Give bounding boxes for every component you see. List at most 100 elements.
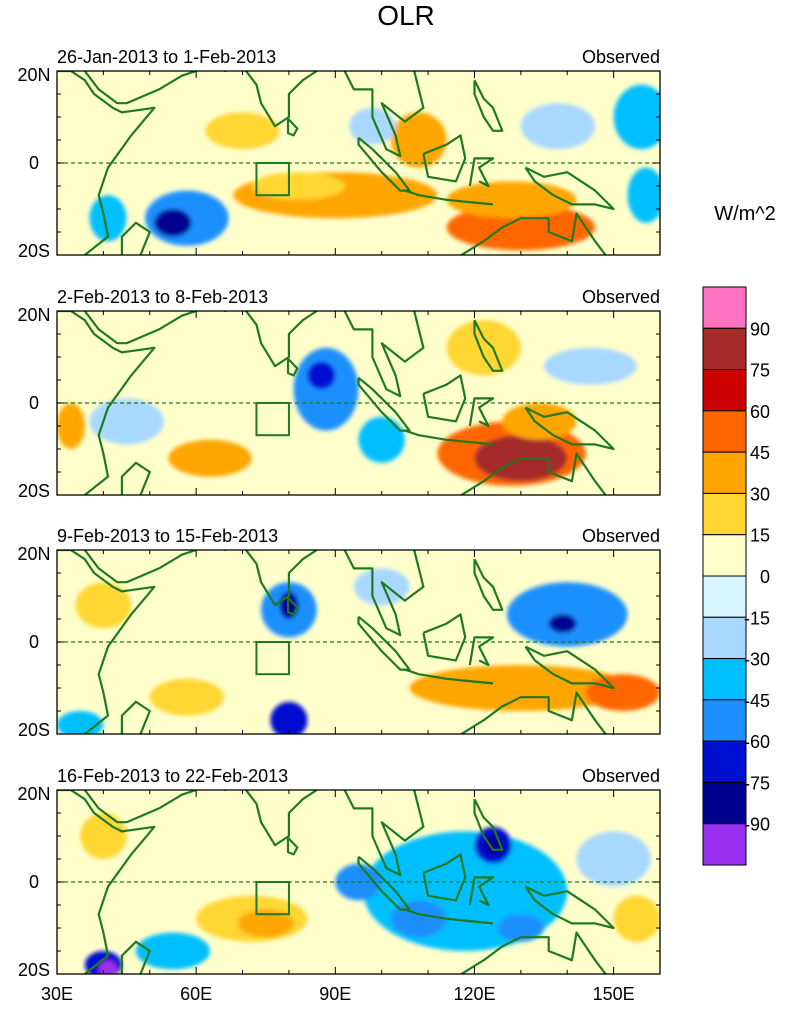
legend-label: -15 bbox=[744, 608, 770, 628]
coastline bbox=[404, 668, 494, 685]
coastline bbox=[83, 311, 197, 345]
coastline bbox=[286, 597, 299, 616]
panel-tag: Observed bbox=[582, 47, 660, 67]
coastline bbox=[422, 134, 467, 183]
coastline bbox=[473, 798, 504, 851]
olr-anomaly-blob bbox=[544, 347, 637, 385]
olr-anomaly-blob bbox=[135, 932, 211, 970]
coastline bbox=[459, 931, 607, 974]
coastline bbox=[83, 71, 197, 105]
coastline bbox=[83, 790, 197, 824]
index-region-box bbox=[255, 881, 290, 916]
coastline bbox=[57, 790, 156, 974]
legend-label: -90 bbox=[744, 815, 770, 835]
panel-tag: Observed bbox=[582, 287, 660, 307]
lat-label: 20N bbox=[17, 784, 50, 804]
panel-period: 2-Feb-2013 to 8-Feb-2013 bbox=[57, 287, 268, 307]
coastline bbox=[120, 221, 151, 255]
legend-swatch bbox=[702, 823, 747, 866]
coastline bbox=[286, 358, 299, 377]
lat-label: 0 bbox=[29, 872, 39, 892]
olr-anomaly-blob bbox=[293, 347, 359, 431]
olr-anomaly-blob bbox=[613, 895, 660, 942]
coastline bbox=[524, 645, 615, 690]
coastline bbox=[459, 691, 607, 734]
coastline bbox=[459, 212, 607, 255]
color-legend: 90 75 60 45 30 15 0 -15 -30 -45 -60 -75 -90 bbox=[702, 286, 770, 866]
coastline bbox=[343, 311, 425, 398]
legend-swatch bbox=[702, 369, 747, 412]
olr-anomaly-blob bbox=[80, 813, 127, 859]
units-label: W/m^2 bbox=[714, 203, 776, 225]
lat-label: 0 bbox=[29, 393, 39, 413]
legend-label: -30 bbox=[744, 650, 770, 670]
legend-swatch bbox=[702, 327, 747, 371]
legend-label: 60 bbox=[750, 402, 770, 422]
coastline bbox=[524, 166, 615, 211]
legend-swatch bbox=[702, 658, 747, 701]
legend-swatch bbox=[702, 492, 747, 536]
olr-anomaly-blob bbox=[502, 403, 577, 440]
legend-swatch bbox=[702, 451, 747, 494]
olr-anomaly-blob bbox=[270, 701, 308, 734]
coastline bbox=[422, 853, 467, 902]
olr-anomaly-blob bbox=[98, 960, 118, 974]
olr-anomaly-blob bbox=[349, 107, 396, 145]
coastline bbox=[83, 550, 197, 584]
legend-label: -75 bbox=[744, 773, 770, 793]
lat-label: 20N bbox=[17, 305, 50, 325]
legend-swatch bbox=[702, 410, 747, 453]
olr-anomaly-blob bbox=[627, 167, 660, 223]
olr-anomaly-blob bbox=[390, 112, 447, 168]
olr-anomaly-blob bbox=[548, 614, 577, 633]
coastline bbox=[422, 613, 467, 662]
olr-anomaly-blob bbox=[205, 112, 280, 150]
coastline bbox=[224, 71, 318, 128]
panel-period: 9-Feb-2013 to 15-Feb-2013 bbox=[57, 526, 278, 546]
coastline bbox=[422, 374, 467, 423]
coastline bbox=[404, 908, 494, 925]
coastline bbox=[343, 71, 425, 158]
coastline bbox=[357, 376, 411, 432]
coastline bbox=[286, 118, 299, 137]
panel-tag: Observed bbox=[582, 526, 660, 546]
legend-swatch bbox=[702, 575, 747, 618]
olr-anomaly-blob bbox=[497, 914, 545, 942]
legend-swatch bbox=[702, 286, 747, 329]
coastline bbox=[473, 319, 504, 372]
olr-anomaly-blob bbox=[89, 398, 164, 445]
coastline bbox=[343, 790, 425, 877]
map-panels: 20N 0 20S 26-Jan-2013 to 1-Feb-2013 Observed… bbox=[17, 47, 661, 980]
legend-label: 0 bbox=[760, 567, 770, 587]
olr-anomaly-blob bbox=[89, 195, 127, 242]
coastline bbox=[224, 311, 318, 368]
olr-anomaly-blob bbox=[237, 909, 294, 938]
coastline bbox=[57, 71, 156, 255]
figure-title: OLR bbox=[377, 0, 435, 31]
legend-label: 75 bbox=[750, 361, 770, 381]
lat-label: 20S bbox=[18, 241, 50, 261]
legend-label: 90 bbox=[750, 319, 770, 339]
lat-label: 20N bbox=[17, 544, 50, 564]
lat-label: 20N bbox=[17, 65, 50, 85]
coastline bbox=[357, 615, 411, 671]
coastline bbox=[120, 940, 151, 974]
olr-anomaly-blob bbox=[307, 361, 336, 390]
panel-tag: Observed bbox=[582, 766, 660, 786]
coastline bbox=[473, 79, 504, 132]
lat-label: 0 bbox=[29, 632, 39, 652]
legend-swatch bbox=[702, 740, 747, 783]
olr-anomaly-blob bbox=[149, 678, 224, 716]
olr-anomaly-blob bbox=[358, 416, 405, 463]
legend-label: 15 bbox=[750, 526, 770, 546]
coastline bbox=[357, 855, 411, 911]
lon-label: 120E bbox=[453, 984, 495, 1004]
olr-anomaly-blob bbox=[75, 582, 132, 629]
lat-label: 0 bbox=[29, 153, 39, 173]
lat-label: 20S bbox=[18, 720, 50, 740]
lat-label: 20S bbox=[18, 481, 50, 501]
olr-anomaly-blob bbox=[57, 403, 85, 449]
olr-anomaly-blob bbox=[446, 320, 521, 376]
olr-anomaly-blob bbox=[446, 181, 577, 219]
